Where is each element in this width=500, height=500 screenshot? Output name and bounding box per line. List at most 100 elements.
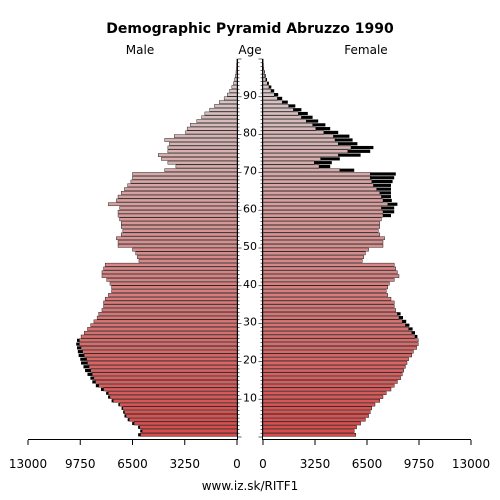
female-excess-bar [267,81,269,85]
male-bar [87,361,238,365]
male-excess-bar [85,368,91,373]
male-bar [138,259,238,263]
female-bar [262,202,389,207]
age-ticks: 10 20 30 40 50 60 70 80 90 [237,58,263,438]
male-excess-bar [77,346,82,350]
male-bar [167,149,238,154]
female-bar [262,96,278,101]
female-bar [262,157,321,161]
female-bar [262,126,316,131]
male-bar [137,255,238,259]
female-bar [262,285,389,290]
female-bar [262,228,379,233]
male-bar [167,160,238,165]
female-bar [262,274,400,278]
female-bar [262,304,395,309]
female-bar [262,89,272,93]
x-ticks: 13000 9750 6500 3250 0 0 3250 6500 9750 13000 [9,440,490,471]
male-bar [111,289,238,293]
male-excess-bar [118,402,120,407]
male-excess-bar [111,399,114,403]
male-bar [93,376,238,380]
male-bar [229,89,238,93]
male-bar [190,123,238,127]
female-bar [262,262,395,267]
female-bar [262,247,369,252]
female-bar [262,319,403,324]
female-excess-bar [397,312,401,316]
male-bar [117,194,238,199]
female-bar [262,391,387,396]
male-bar [169,141,238,146]
male-bar [103,387,238,392]
male-bar [108,391,238,396]
male-excess-bar [138,433,141,437]
female-excess-bar [347,149,371,153]
female-bar [262,198,384,203]
male-excess-bar [92,380,96,384]
female-bar [262,278,395,282]
age-tick-label: 80 [243,127,257,140]
female-excess-bar [333,134,350,138]
female-x-tick-label: 6500 [352,457,383,471]
female-bar [262,383,395,388]
female-excess-bar [339,168,355,172]
female-bar [262,296,392,301]
female-bar [262,164,320,169]
male-bar [223,96,238,101]
female-bar [262,179,373,184]
male-bar [132,247,238,252]
female-bar [262,387,392,392]
female-bar [262,194,382,199]
female-excess-bar [268,85,272,89]
female-bar [262,414,369,418]
female-bar [262,334,416,339]
female-bar [262,425,357,430]
male-bar [185,130,238,135]
male-bar [233,81,238,86]
male-bar [88,364,238,369]
male-excess-bar [76,342,80,346]
female-bar [262,100,283,104]
female-bar [262,236,385,241]
female-bar [262,402,376,407]
male-bar [121,225,238,229]
female-excess-bar [298,111,308,116]
female-excess-bar [402,319,407,323]
female-bar [262,323,406,327]
male-bar [161,157,238,161]
male-bar [121,191,238,195]
female-bar [262,111,299,116]
female-bar [262,380,398,384]
female-excess-bar [387,202,398,206]
female-bar [262,255,365,259]
male-bar [109,281,238,286]
female-bar [262,338,419,343]
male-bar [95,380,238,384]
male-bar [119,402,238,407]
female-bar [262,429,355,433]
male-bar [121,232,238,237]
male-x-tick-label: 0 [233,457,241,471]
age-tick-label: 70 [243,165,257,178]
female-x-tick-label: 13000 [452,457,490,471]
male-bar [130,179,238,184]
female-bar [262,327,409,331]
male-bar [117,213,238,218]
male-excess-bar [108,395,110,399]
female-excess-bar [381,195,391,199]
male-bar [127,183,238,188]
male-excess-bar [124,414,127,418]
male-bar [101,308,238,312]
female-excess-bar [264,74,266,78]
male-label: Male [126,43,154,57]
female-bar [262,145,352,150]
male-excess-bar [121,406,123,410]
female-bar [262,213,384,218]
male-bar [106,278,238,282]
female-bar [262,259,363,263]
female-bar [262,138,336,142]
female-excess-bar [320,157,340,161]
female-x-tick-label: 9750 [404,457,435,471]
female-bar [262,225,381,229]
